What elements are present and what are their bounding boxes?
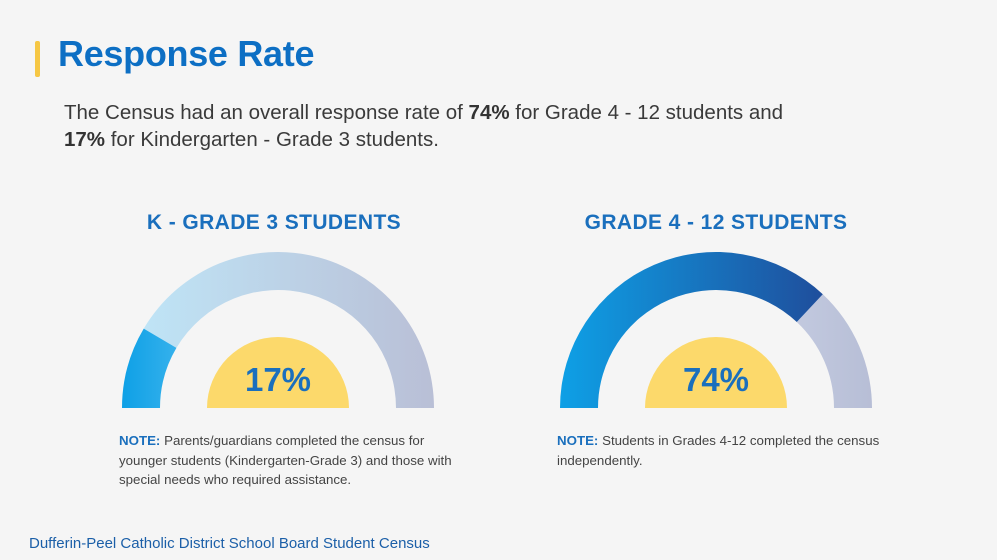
page-title: Response Rate: [58, 33, 315, 74]
intro-text-2: for Grade 4 - 12 students and: [509, 101, 784, 124]
gauge-center-disc: [645, 337, 787, 408]
intro-value-2: 17%: [64, 128, 106, 151]
gauge-value-arc: [122, 328, 177, 408]
gauge-title-grade4-12: GRADE 4 - 12 STUDENTS: [584, 211, 848, 234]
gauge-k-grade3: 17%: [122, 251, 434, 408]
intro-paragraph: The Census had an overall response rate …: [64, 99, 924, 153]
intro-text-3: for Kindergarten - Grade 3 students.: [105, 128, 439, 151]
note-label: NOTE:: [557, 433, 599, 448]
gauge-center-disc: [207, 337, 349, 408]
gauge-remainder-arc: [143, 251, 434, 408]
intro-text-1: The Census had an overall response rate …: [64, 101, 469, 124]
gauge-value-arc: [560, 252, 823, 408]
note-grade4-12: NOTE: Students in Grades 4-12 completed …: [557, 431, 907, 470]
gauge-value-label: 17%: [245, 361, 311, 398]
note-text: Students in Grades 4-12 completed the ce…: [557, 433, 880, 468]
note-k-grade3: NOTE: Parents/guardians completed the ce…: [119, 431, 469, 490]
gauge-remainder-arc: [796, 294, 872, 408]
intro-value-1: 74%: [468, 101, 510, 124]
note-label: NOTE:: [119, 433, 161, 448]
gauge-grade4-12: 74%: [560, 252, 872, 408]
gauge-value-label: 74%: [683, 361, 749, 398]
footer-source: Dufferin-Peel Catholic District School B…: [29, 535, 430, 552]
title-accent-bar: [35, 41, 40, 77]
note-text: Parents/guardians completed the census f…: [119, 433, 452, 487]
gauge-title-k-grade3: K - GRADE 3 STUDENTS: [146, 211, 402, 234]
